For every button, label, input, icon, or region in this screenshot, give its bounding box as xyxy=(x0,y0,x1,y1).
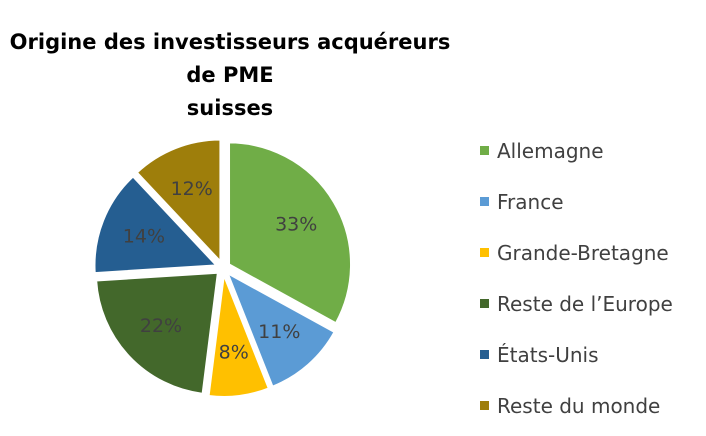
legend-label-3: Reste de l’Europe xyxy=(497,291,673,316)
legend-swatch-2 xyxy=(480,248,489,257)
legend-item-5: Reste du monde xyxy=(480,380,700,431)
chart-title: Origine des investisseurs acquéreurs de … xyxy=(0,26,460,125)
pie-slice-5 xyxy=(135,138,222,265)
legend-label-4: États-Unis xyxy=(497,342,599,367)
legend-label-1: France xyxy=(497,189,564,214)
legend-swatch-0 xyxy=(480,146,489,155)
legend-item-0: Allemagne xyxy=(480,125,700,176)
legend-item-4: États-Unis xyxy=(480,329,700,380)
pie-slice-label-1: 11% xyxy=(258,321,300,343)
legend-item-2: Grande-Bretagne xyxy=(480,227,700,278)
legend-label-2: Grande-Bretagne xyxy=(497,240,669,265)
pie-slice-1 xyxy=(225,271,336,388)
legend-item-3: Reste de l’Europe xyxy=(480,278,700,329)
pie-slice-3 xyxy=(95,271,220,395)
pie-slice-2 xyxy=(207,274,271,398)
chart-legend: Allemagne France Grande-Bretagne Reste de l… xyxy=(480,125,700,431)
pie-slice-0 xyxy=(228,141,353,325)
legend-label-5: Reste du monde xyxy=(497,393,661,418)
pie-slice-4 xyxy=(93,175,219,275)
legend-label-0: Allemagne xyxy=(497,138,604,163)
pie-slice-label-2: 8% xyxy=(219,341,249,363)
legend-swatch-4 xyxy=(480,350,489,359)
pie-slice-label-3: 22% xyxy=(140,315,182,337)
legend-swatch-1 xyxy=(480,197,489,206)
legend-swatch-3 xyxy=(480,299,489,308)
pie-slice-label-4: 14% xyxy=(123,226,165,248)
chart-title-line-2: suisses xyxy=(186,96,274,120)
pie-slice-label-5: 12% xyxy=(171,178,213,200)
pie-slice-label-0: 33% xyxy=(275,214,317,236)
chart-title-line-1: Origine des investisseurs acquéreurs de … xyxy=(9,30,451,87)
legend-item-1: France xyxy=(480,176,700,227)
legend-swatch-5 xyxy=(480,401,489,410)
